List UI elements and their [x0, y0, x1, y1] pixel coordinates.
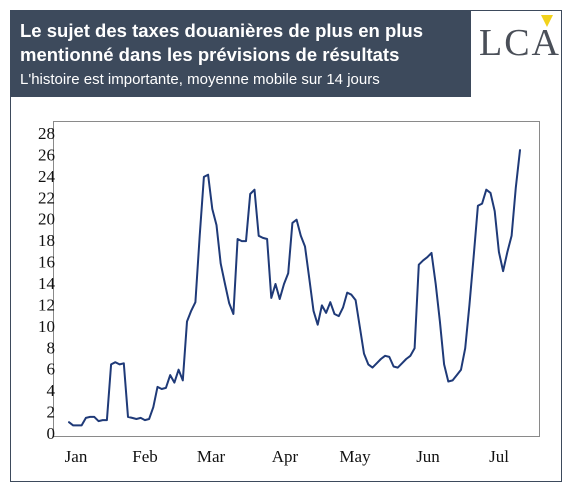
x-tick-label: Feb [132, 447, 158, 466]
logo-accent-icon [541, 15, 553, 27]
y-tick-label: 12 [38, 295, 55, 314]
x-tick-label: Jul [489, 447, 509, 466]
chart-subtitle: L'histoire est importante, moyenne mobil… [20, 71, 380, 88]
y-tick-label: 8 [47, 338, 56, 357]
y-tick-label: 14 [38, 274, 56, 293]
x-tick-label: May [339, 447, 371, 466]
y-tick-label: 4 [47, 381, 56, 400]
y-tick-label: 26 [38, 145, 55, 164]
y-tick-label: 28 [38, 124, 55, 143]
x-tick-label: Apr [272, 447, 299, 466]
y-tick-label: 6 [47, 360, 56, 379]
chart-title: Le sujet des taxes douanières de plus en… [20, 20, 424, 65]
x-tick-label: Mar [197, 447, 226, 466]
y-tick-label: 22 [38, 188, 55, 207]
y-tick-label: 16 [38, 253, 55, 272]
logo-text: LCA [479, 22, 561, 64]
y-tick-label: 20 [38, 210, 55, 229]
lca-logo: LCA [471, 11, 561, 97]
x-tick-label: Jun [416, 447, 440, 466]
y-tick-label: 0 [47, 424, 56, 443]
x-tick-label: Jan [65, 447, 88, 466]
y-tick-label: 2 [47, 403, 56, 422]
y-tick-label: 24 [38, 167, 56, 186]
y-tick-label: 18 [38, 231, 55, 250]
y-tick-label: 10 [38, 317, 55, 336]
plot-area-frame [53, 121, 540, 437]
title-banner: Le sujet des taxes douanières de plus en… [11, 11, 471, 97]
series-line [68, 149, 521, 427]
chart-card: Le sujet des taxes douanières de plus en… [10, 10, 562, 482]
